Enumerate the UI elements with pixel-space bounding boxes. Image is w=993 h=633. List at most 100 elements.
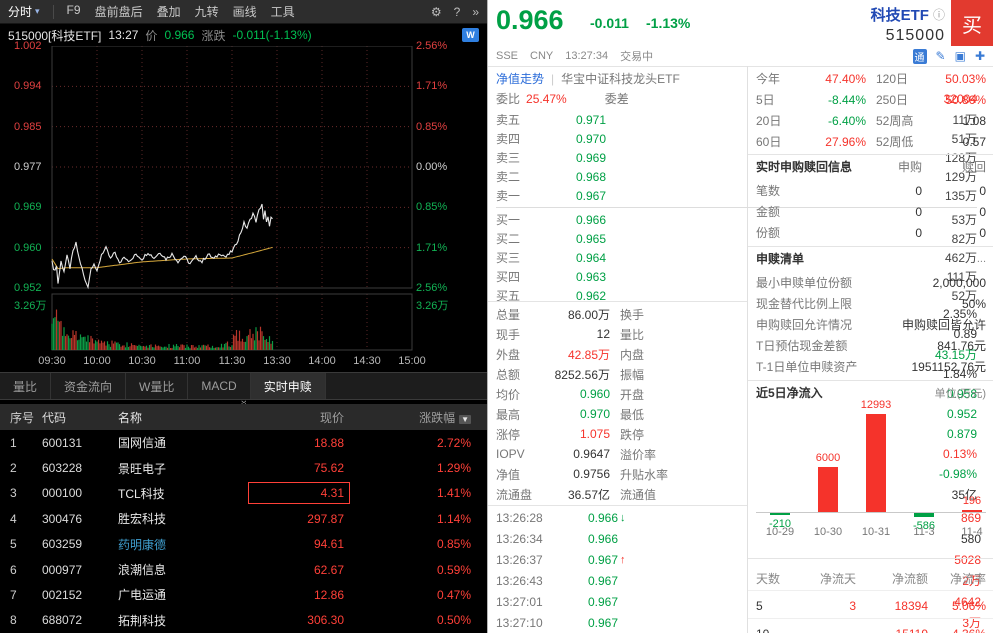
ask-level-4[interactable]: 卖四 0.970 51万 bbox=[496, 129, 977, 148]
stat-value: 1.84% bbox=[942, 367, 977, 381]
table-row[interactable]: 6 000977 浪潮信息 62.67 0.59% bbox=[0, 557, 487, 582]
volume-bar bbox=[138, 344, 140, 350]
volume-bar bbox=[220, 343, 223, 350]
y-axis-percent-label: 2.56% bbox=[416, 40, 448, 52]
net-inflow-value: -210 bbox=[768, 518, 792, 530]
table-row[interactable]: 8 688072 拓荆科技 306.30 0.50% bbox=[0, 608, 487, 633]
bid-level-1[interactable]: 买一 0.966 53万 bbox=[496, 210, 977, 229]
flow-table-row[interactable]: 5 3 18394 5.06% bbox=[748, 594, 993, 619]
volume-bar bbox=[256, 331, 259, 350]
toolbar-item-tools[interactable]: 工具 bbox=[270, 5, 295, 19]
cell-index: 8 bbox=[10, 613, 17, 628]
volume-bar bbox=[181, 344, 184, 350]
table-row[interactable]: 4 300476 胜宏科技 297.87 1.14% bbox=[0, 506, 487, 531]
gear-icon[interactable]: ⚙ bbox=[430, 4, 442, 19]
more-icon[interactable]: ... bbox=[976, 252, 986, 265]
toolbar-item-draw-line[interactable]: 画线 bbox=[232, 5, 257, 19]
redeem-row: 申购赎回允许情况 申购赎回皆允许 bbox=[756, 314, 986, 335]
tab-macd[interactable]: MACD bbox=[188, 373, 251, 399]
stats-row: 净值 0.9756 升贴水率 -0.98% bbox=[496, 464, 977, 484]
expand-icon[interactable]: » bbox=[472, 4, 479, 19]
stat-label: IOPV bbox=[496, 447, 525, 461]
net-inflow-date: 10-31 bbox=[861, 526, 891, 538]
tong-badge-icon[interactable]: 通 bbox=[912, 48, 927, 64]
toolbar-item-overlay[interactable]: 叠加 bbox=[156, 5, 181, 19]
info-icon[interactable]: ⓘ bbox=[932, 8, 945, 22]
volume-bar bbox=[162, 347, 164, 350]
ask-level-1[interactable]: 卖一 0.967 135万 bbox=[496, 186, 977, 205]
volume-bar bbox=[247, 334, 250, 350]
tick-time: 13:27:01 bbox=[496, 594, 543, 609]
y-axis-percent-label: 0.85% bbox=[416, 201, 448, 214]
header-index[interactable]: 序号 bbox=[10, 410, 35, 425]
volume-bar bbox=[246, 336, 248, 350]
buy-button[interactable]: 买 bbox=[951, 0, 993, 46]
tick-price: 0.966 bbox=[587, 511, 618, 526]
volume-bar bbox=[75, 331, 77, 350]
volume-bar bbox=[117, 342, 119, 350]
nav-trend-link[interactable]: 净值走势 bbox=[496, 72, 545, 86]
ask-level-5[interactable]: 卖五 0.971 11万 bbox=[496, 110, 977, 129]
bid-level-3[interactable]: 买三 0.964 462万 bbox=[496, 248, 977, 267]
bid-level-2[interactable]: 买二 0.965 82万 bbox=[496, 229, 977, 248]
header-code[interactable]: 代码 bbox=[42, 410, 67, 425]
volume-bar bbox=[99, 343, 101, 350]
period-selector[interactable]: 分时 ▾ bbox=[8, 3, 40, 20]
wp-badge-icon[interactable]: W bbox=[462, 28, 479, 42]
toolbar-item-pre-post-market[interactable]: 盘前盘后 bbox=[94, 5, 143, 19]
intraday-chart[interactable] bbox=[0, 46, 487, 372]
intraday-chart-area[interactable]: 3.26万 3.26万 1.002 0.994 0.985 0.977 0.969 0.9… bbox=[0, 40, 487, 372]
redeem-column-label: 赎回 bbox=[961, 160, 986, 174]
stat-value: 86.00万 bbox=[567, 307, 610, 322]
divider bbox=[748, 380, 993, 381]
header-price[interactable]: 现价 bbox=[319, 410, 344, 425]
volume-bar bbox=[100, 340, 103, 350]
tab-realtime-subscription[interactable]: 实时申赎 bbox=[250, 373, 326, 399]
tab-w-volume-ratio[interactable]: W量比 bbox=[126, 373, 189, 399]
tick-price: 0.967 bbox=[587, 573, 618, 588]
volume-bar bbox=[228, 346, 230, 350]
tab-volume-ratio[interactable]: 量比 bbox=[0, 373, 52, 399]
toolbar-item-f9[interactable]: F9 bbox=[66, 3, 81, 17]
volume-bar bbox=[183, 345, 185, 350]
flow-table-row[interactable]: 10 151194.36% bbox=[748, 622, 993, 633]
table-row[interactable]: 7 002152 广电运通 12.86 0.47% bbox=[0, 582, 487, 607]
tick-price: 0.966 bbox=[587, 532, 618, 547]
stat-value: 36.57亿 bbox=[567, 487, 610, 502]
cell-change: 0.50% bbox=[436, 613, 471, 628]
perf-value: 47.40% bbox=[825, 71, 866, 86]
volume-bar bbox=[61, 335, 64, 350]
ask-level-2[interactable]: 卖二 0.968 129万 bbox=[496, 167, 977, 186]
volume-bar bbox=[156, 346, 158, 350]
cell-change: 0.59% bbox=[436, 562, 471, 577]
performance-row: 20日 -6.40% 52周高 1.08 bbox=[756, 110, 986, 131]
price-label: 价 bbox=[145, 28, 158, 43]
stat-value: 0.970 bbox=[579, 407, 610, 421]
sort-descending-icon[interactable]: ▼ bbox=[459, 414, 471, 424]
header-name[interactable]: 名称 bbox=[118, 410, 143, 425]
table-row[interactable]: 3 000100 TCL科技 4.31 1.41% bbox=[0, 481, 487, 506]
cell-name: 拓荆科技 bbox=[118, 613, 167, 628]
volume-bar bbox=[142, 345, 145, 350]
table-row[interactable]: 2 603228 景旺电子 75.62 1.29% bbox=[0, 455, 487, 480]
screenshot-icon[interactable]: ▣ bbox=[954, 49, 966, 63]
add-icon[interactable]: ✚ bbox=[974, 49, 985, 63]
toolbar-item-nine-turn[interactable]: 九转 bbox=[194, 5, 219, 19]
help-icon[interactable]: ? bbox=[453, 4, 461, 19]
stat-label: 涨停 bbox=[496, 427, 521, 442]
table-row[interactable]: 1 600131 国网信通 18.88 2.72% bbox=[0, 430, 487, 455]
bid-level-4[interactable]: 买四 0.963 111万 bbox=[496, 267, 977, 286]
last-price: 0.966 bbox=[496, 5, 564, 35]
edit-icon[interactable]: ✎ bbox=[935, 49, 946, 63]
net-inflow-bar bbox=[866, 414, 886, 512]
header-change[interactable]: 涨跌幅 ▼ bbox=[350, 409, 487, 426]
volume-bar bbox=[129, 346, 131, 350]
volume-bar bbox=[106, 341, 109, 350]
volume-bar bbox=[235, 329, 238, 350]
tab-fund-flow[interactable]: 资金流向 bbox=[51, 373, 127, 399]
table-row[interactable]: 5 603259 药明康德 94.61 0.85% bbox=[0, 532, 487, 557]
volume-axis-label-left: 3.26万 bbox=[14, 300, 47, 312]
bid-level-5[interactable]: 买五 0.962 52万 bbox=[496, 286, 977, 305]
stat-label: 最高 bbox=[496, 407, 521, 422]
level-price: 0.971 bbox=[575, 112, 606, 127]
